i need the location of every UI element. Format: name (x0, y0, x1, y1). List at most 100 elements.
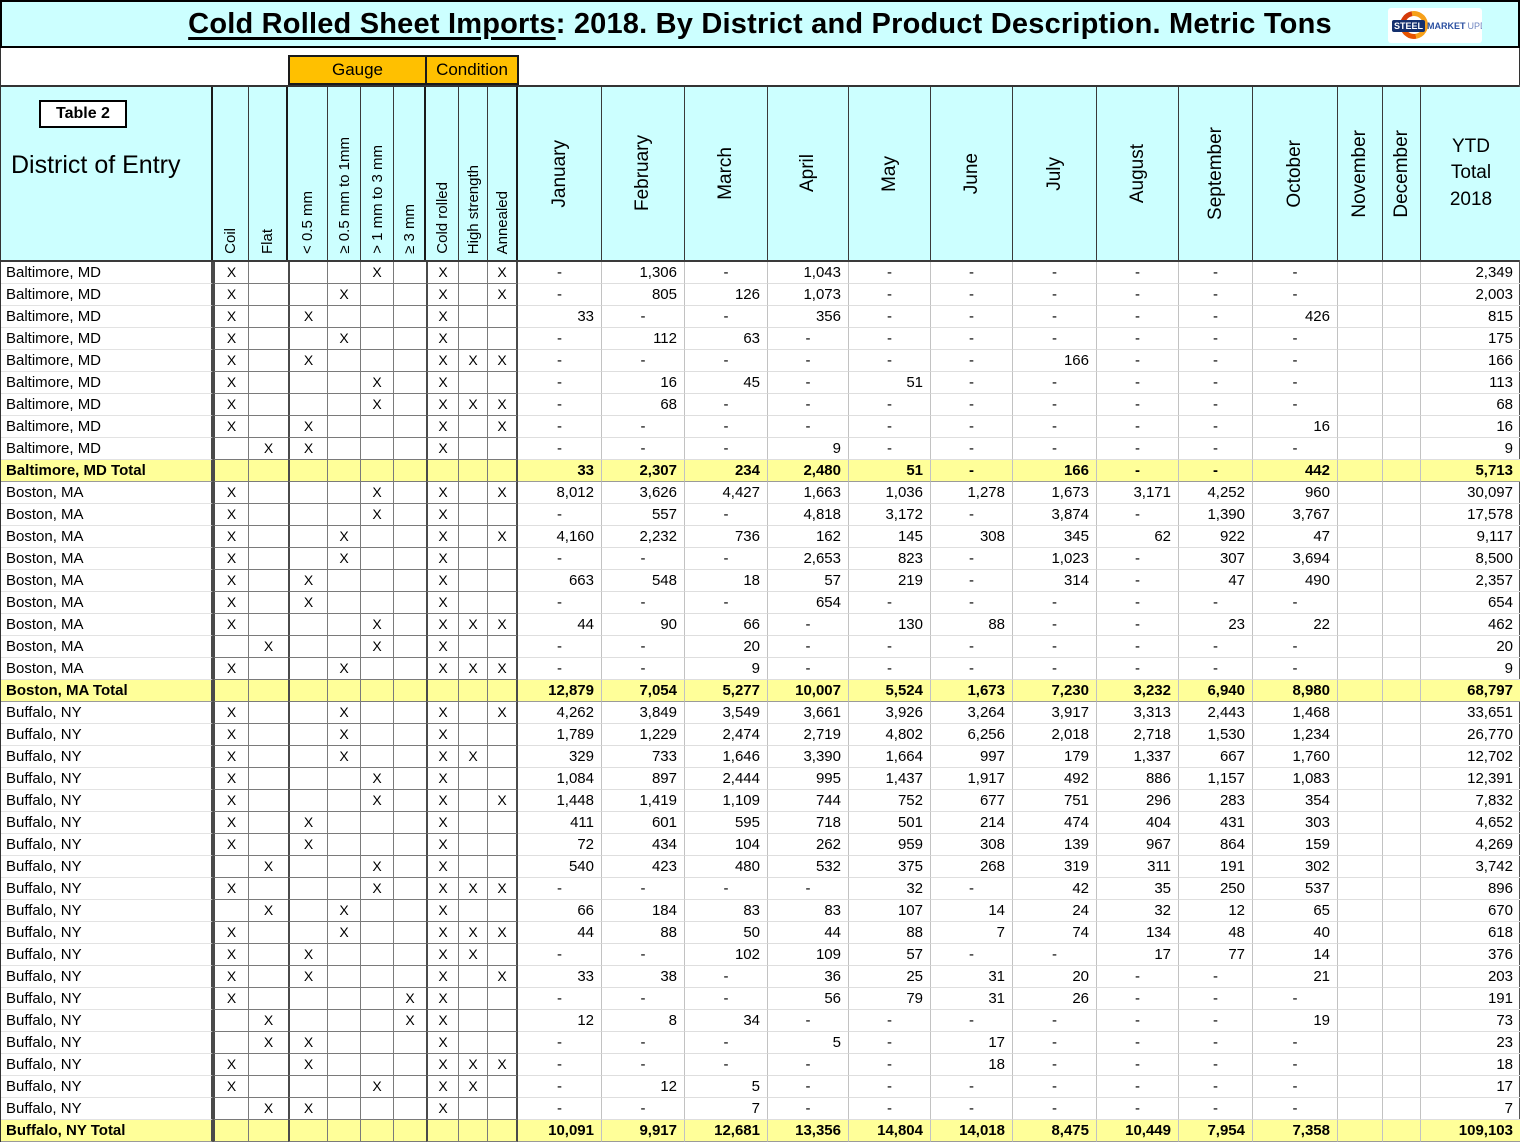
flag-cell[interactable] (361, 1098, 394, 1120)
flag-cell[interactable] (249, 966, 288, 988)
district-cell[interactable]: Boston, MA (1, 614, 213, 636)
district-cell[interactable]: Boston, MA (1, 526, 213, 548)
month-value-cell[interactable] (1338, 504, 1383, 526)
flag-cell[interactable] (361, 306, 394, 328)
month-value-cell[interactable] (1338, 284, 1383, 306)
flag-cell[interactable]: X (426, 702, 459, 724)
month-value-cell[interactable]: 268 (931, 856, 1013, 878)
total-label-cell[interactable]: Baltimore, MD Total (1, 460, 213, 482)
month-value-cell[interactable]: - (685, 504, 768, 526)
district-cell[interactable]: Buffalo, NY (1, 1032, 213, 1054)
flag-cell[interactable] (488, 834, 518, 856)
ytd-value-cell[interactable]: 17,578 (1421, 504, 1520, 526)
flag-cell[interactable] (288, 372, 328, 394)
month-value-cell[interactable]: - (1253, 1098, 1338, 1120)
month-value-cell[interactable]: 38 (602, 966, 685, 988)
flag-cell[interactable] (459, 988, 488, 1010)
flag-cell[interactable]: X (213, 834, 249, 856)
month-value-cell[interactable]: 51 (849, 460, 931, 482)
month-value-cell[interactable]: 31 (931, 966, 1013, 988)
ytd-header-cell[interactable]: YTD Total 2018 (1421, 87, 1520, 260)
month-value-cell[interactable]: - (1253, 394, 1338, 416)
month-value-cell[interactable]: - (931, 1076, 1013, 1098)
flag-cell[interactable]: X (488, 526, 518, 548)
month-value-cell[interactable] (1383, 614, 1421, 636)
district-cell[interactable]: Buffalo, NY (1, 834, 213, 856)
month-value-cell[interactable]: 24 (1013, 900, 1097, 922)
month-value-cell[interactable]: 5,277 (685, 680, 768, 702)
flag-cell[interactable] (213, 438, 249, 460)
month-value-cell[interactable]: - (1253, 262, 1338, 284)
flag-cell[interactable]: X (426, 394, 459, 416)
flag-cell[interactable]: X (213, 724, 249, 746)
district-cell[interactable]: Boston, MA (1, 504, 213, 526)
month-value-cell[interactable]: - (518, 1032, 602, 1054)
month-value-cell[interactable]: 9,917 (602, 1120, 685, 1142)
month-value-cell[interactable]: - (1097, 1054, 1179, 1076)
month-header-cell[interactable]: November (1338, 87, 1383, 260)
flag-cell[interactable] (328, 1120, 361, 1142)
flag-cell[interactable]: X (328, 328, 361, 350)
month-value-cell[interactable]: - (849, 328, 931, 350)
flag-cell[interactable]: X (328, 284, 361, 306)
ytd-value-cell[interactable]: 68,797 (1421, 680, 1520, 702)
flag-cell[interactable] (394, 570, 426, 592)
flag-cell[interactable] (213, 856, 249, 878)
flag-cell[interactable] (394, 790, 426, 812)
flag-cell[interactable] (361, 680, 394, 702)
ytd-value-cell[interactable]: 9 (1421, 438, 1520, 460)
flag-cell[interactable] (394, 328, 426, 350)
month-value-cell[interactable] (1338, 1120, 1383, 1142)
flag-cell[interactable] (394, 438, 426, 460)
month-value-cell[interactable]: - (1179, 372, 1253, 394)
month-value-cell[interactable] (1383, 504, 1421, 526)
month-header-cell[interactable]: December (1383, 87, 1421, 260)
month-value-cell[interactable]: 166 (1013, 460, 1097, 482)
flag-cell[interactable] (249, 680, 288, 702)
flag-header-cell[interactable]: < 0.5 mm (288, 87, 328, 260)
ytd-value-cell[interactable]: 7 (1421, 1098, 1520, 1120)
month-value-cell[interactable]: - (1179, 658, 1253, 680)
month-value-cell[interactable]: - (1013, 262, 1097, 284)
month-value-cell[interactable]: 145 (849, 526, 931, 548)
month-value-cell[interactable]: - (1097, 262, 1179, 284)
flag-cell[interactable]: X (328, 702, 361, 724)
flag-cell[interactable]: X (488, 262, 518, 284)
month-value-cell[interactable]: - (1097, 636, 1179, 658)
month-value-cell[interactable]: 13,356 (768, 1120, 849, 1142)
month-value-cell[interactable]: - (1013, 328, 1097, 350)
month-value-cell[interactable]: 736 (685, 526, 768, 548)
month-value-cell[interactable] (1383, 1010, 1421, 1032)
month-header-cell[interactable]: September (1179, 87, 1253, 260)
flag-cell[interactable]: X (288, 416, 328, 438)
month-value-cell[interactable]: - (1097, 284, 1179, 306)
month-value-cell[interactable]: - (518, 350, 602, 372)
flag-cell[interactable] (459, 680, 488, 702)
month-value-cell[interactable]: 33 (518, 966, 602, 988)
flag-cell[interactable]: X (426, 636, 459, 658)
month-value-cell[interactable]: 2,474 (685, 724, 768, 746)
month-value-cell[interactable]: 1,036 (849, 482, 931, 504)
flag-cell[interactable] (249, 1054, 288, 1076)
flag-cell[interactable] (288, 878, 328, 900)
month-value-cell[interactable] (1338, 988, 1383, 1010)
month-value-cell[interactable] (1383, 284, 1421, 306)
month-value-cell[interactable]: 2,232 (602, 526, 685, 548)
month-value-cell[interactable]: 474 (1013, 812, 1097, 834)
month-value-cell[interactable]: 303 (1253, 812, 1338, 834)
month-value-cell[interactable]: - (1097, 394, 1179, 416)
month-value-cell[interactable]: 17 (931, 1032, 1013, 1054)
flag-cell[interactable] (288, 790, 328, 812)
month-value-cell[interactable]: - (518, 878, 602, 900)
month-value-cell[interactable]: 532 (768, 856, 849, 878)
ytd-value-cell[interactable]: 618 (1421, 922, 1520, 944)
month-value-cell[interactable]: - (602, 592, 685, 614)
month-value-cell[interactable]: - (518, 504, 602, 526)
month-value-cell[interactable]: 959 (849, 834, 931, 856)
flag-cell[interactable] (288, 768, 328, 790)
flag-cell[interactable] (459, 482, 488, 504)
month-value-cell[interactable]: 4,160 (518, 526, 602, 548)
month-value-cell[interactable]: - (1179, 394, 1253, 416)
month-value-cell[interactable] (1338, 856, 1383, 878)
month-value-cell[interactable]: - (602, 1098, 685, 1120)
